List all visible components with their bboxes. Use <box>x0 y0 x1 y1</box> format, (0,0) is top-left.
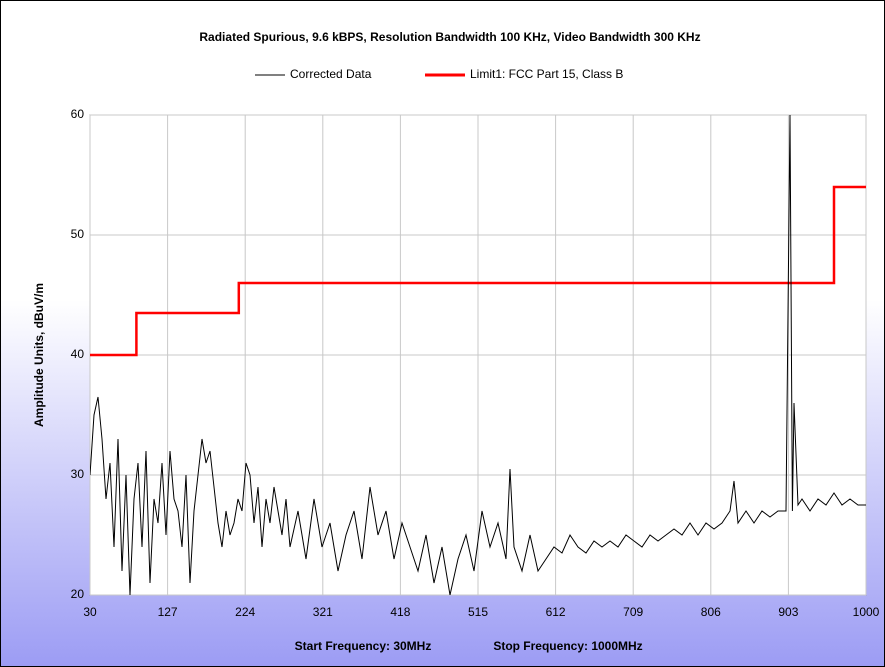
x-tick-label: 1000 <box>853 605 880 619</box>
x-tick-label: 127 <box>158 605 178 619</box>
x-tick-label: 224 <box>235 605 255 619</box>
y-tick-label: 40 <box>71 347 85 361</box>
y-tick-label: 50 <box>71 227 85 241</box>
data-line <box>90 115 866 595</box>
y-tick-label: 20 <box>71 587 85 601</box>
x-tick-label: 30 <box>83 605 97 619</box>
y-tick-label: 30 <box>71 467 85 481</box>
x-tick-label: 806 <box>701 605 721 619</box>
data-line <box>90 185 866 357</box>
x-tick-label: 321 <box>313 605 333 619</box>
chart-title: Radiated Spurious, 9.6 kBPS, Resolution … <box>199 30 700 44</box>
y-tick-label: 60 <box>71 107 85 121</box>
x-tick-label: 709 <box>623 605 643 619</box>
y-axis-label: Amplitude Units, dBuV/m <box>32 283 46 427</box>
annotation: Start Frequency: 30MHz <box>295 639 432 653</box>
x-tick-label: 612 <box>546 605 566 619</box>
legend-label: Limit1: FCC Part 15, Class B <box>470 67 623 81</box>
annotation: Stop Frequency: 1000MHz <box>493 639 642 653</box>
x-tick-label: 515 <box>468 605 488 619</box>
x-tick-label: 418 <box>390 605 410 619</box>
x-tick-label: 903 <box>778 605 798 619</box>
legend-label: Corrected Data <box>290 67 372 81</box>
